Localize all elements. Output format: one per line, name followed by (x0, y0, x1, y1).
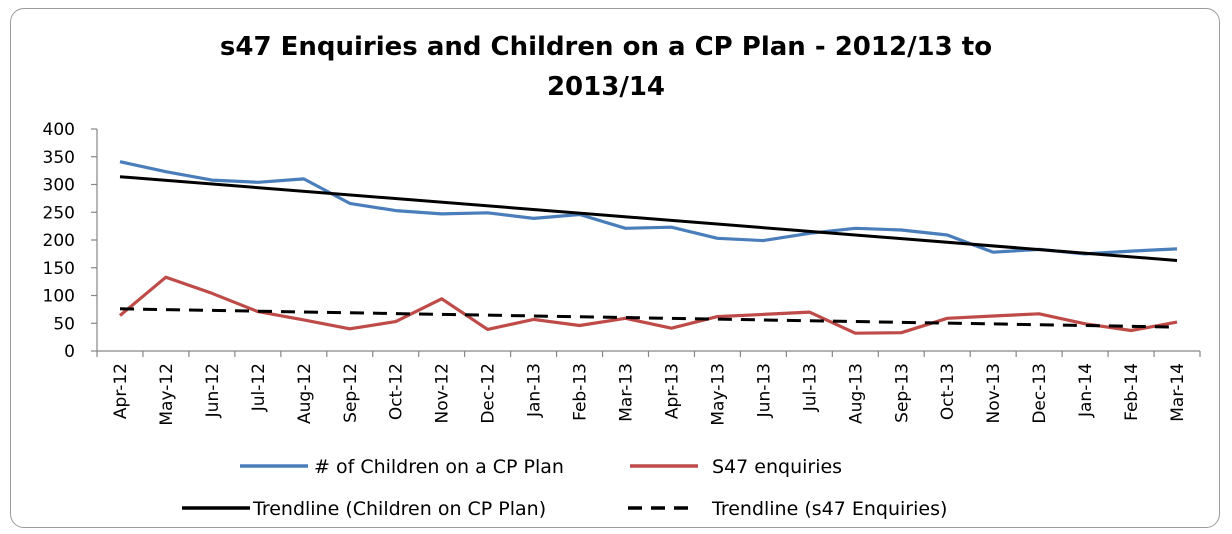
y-axis: 0 50 100 150 200 250 300 350 400 (43, 120, 98, 362)
y-tick-label: 50 (53, 314, 75, 334)
y-tick-label: 0 (64, 342, 75, 362)
series-line-1 (118, 275, 1178, 335)
x-tick-label: Aug-12 (295, 363, 315, 424)
x-tick-label: Sep-13 (892, 363, 912, 423)
x-tick-label: Apr-12 (111, 363, 131, 419)
x-tick-label: May-12 (157, 363, 177, 426)
x-tick-label: Dec-12 (479, 363, 499, 424)
x-axis: Apr-12 May-12 Jun-12 Jul-12 Aug-12 Sep-12 Oct-… (96, 350, 1201, 426)
x-tick-label: Mar-13 (617, 363, 637, 422)
x-tick-label: Jul-13 (800, 363, 820, 412)
y-tick-label: 350 (43, 148, 75, 168)
y-tick-label: 150 (43, 259, 75, 279)
series-line-2 (119, 175, 1178, 262)
x-tick-label: Nov-13 (984, 363, 1004, 424)
chart-title-line-2: 2013/14 (547, 72, 665, 102)
series-line-0 (119, 160, 1178, 256)
x-tick-label: Oct-12 (387, 363, 407, 420)
series-line-3 (119, 307, 1178, 329)
y-tick-label: 250 (43, 203, 75, 223)
x-tick-label: Sep-12 (341, 363, 361, 423)
chart-title-line-1: s47 Enquiries and Children on a CP Plan … (220, 32, 992, 62)
x-tick-label: Apr-13 (662, 363, 682, 419)
legend-label-s47: S47 enquiries (712, 456, 842, 478)
x-tick-label: Jun-12 (203, 363, 223, 418)
plot-series (118, 160, 1178, 335)
legend: # of Children on a CP Plan S47 enquiries… (182, 456, 947, 520)
legend-label-trend-children: Trendline (Children on CP Plan) (252, 498, 546, 520)
y-tick-label: 100 (43, 287, 75, 307)
y-tick-label: 300 (43, 176, 75, 196)
x-tick-label: May-13 (708, 363, 728, 426)
x-tick-label: Dec-13 (1030, 363, 1050, 424)
chart-frame (10, 8, 1220, 528)
legend-label-children: # of Children on a CP Plan (314, 456, 564, 478)
y-tick-label: 400 (43, 120, 75, 140)
x-tick-label: Mar-14 (1168, 363, 1188, 422)
x-tick-label: Jul-12 (249, 363, 269, 412)
x-tick-label: Oct-13 (938, 363, 958, 420)
x-tick-label: Aug-13 (846, 363, 866, 424)
x-tick-label: Nov-12 (433, 363, 453, 424)
x-tick-label: Feb-13 (571, 363, 591, 421)
legend-label-trend-s47: Trendline (s47 Enquiries) (711, 498, 947, 520)
x-tick-label: Jan-13 (525, 363, 545, 418)
x-tick-label: Feb-14 (1122, 363, 1142, 421)
y-tick-label: 200 (43, 231, 75, 251)
x-tick-label: Jan-14 (1076, 363, 1096, 418)
x-tick-label: Jun-13 (754, 363, 774, 418)
